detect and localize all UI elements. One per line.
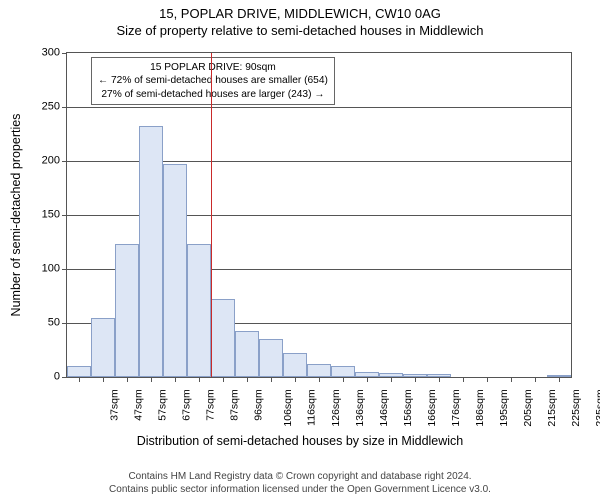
xtick-label: 67sqm xyxy=(181,389,192,421)
xtick-mark xyxy=(439,378,440,382)
title-address: 15, POPLAR DRIVE, MIDDLEWICH, CW10 0AG xyxy=(0,6,600,21)
xtick-mark xyxy=(487,378,488,382)
xtick-label: 176sqm xyxy=(451,389,462,426)
ytick-label: 200 xyxy=(26,156,60,167)
footer-attribution: Contains HM Land Registry data © Crown c… xyxy=(0,470,600,496)
xtick-mark xyxy=(223,378,224,382)
histogram-bar xyxy=(259,339,283,377)
xtick-mark xyxy=(391,378,392,382)
histogram-bar xyxy=(307,364,331,377)
xtick-mark xyxy=(319,378,320,382)
ytick-label: 50 xyxy=(26,318,60,329)
histogram-bar xyxy=(547,375,571,377)
xtick-label: 47sqm xyxy=(133,389,144,421)
footer-line2: Contains public sector information licen… xyxy=(0,483,600,496)
xtick-mark xyxy=(127,378,128,382)
ytick-label: 100 xyxy=(26,264,60,275)
y-axis-label: Number of semi-detached properties xyxy=(9,114,23,317)
histogram-bar xyxy=(139,126,163,377)
xtick-label: 186sqm xyxy=(475,389,486,426)
histogram-bar xyxy=(403,374,427,377)
xtick-mark xyxy=(271,378,272,382)
ytick-mark xyxy=(62,107,66,108)
xtick-label: 215sqm xyxy=(547,389,558,426)
xtick-mark xyxy=(103,378,104,382)
xtick-label: 136sqm xyxy=(355,389,366,426)
xtick-label: 146sqm xyxy=(379,389,390,426)
ytick-label: 0 xyxy=(26,372,60,383)
ytick-label: 150 xyxy=(26,210,60,221)
xtick-label: 96sqm xyxy=(253,389,264,421)
xtick-label: 235sqm xyxy=(595,389,600,426)
xtick-label: 116sqm xyxy=(306,389,317,426)
gridline xyxy=(67,107,571,108)
histogram-bar xyxy=(187,244,211,377)
xtick-mark xyxy=(247,378,248,382)
xtick-label: 166sqm xyxy=(427,389,438,426)
xtick-mark xyxy=(511,378,512,382)
ytick-mark xyxy=(62,323,66,324)
xtick-label: 37sqm xyxy=(109,389,120,421)
histogram-bar xyxy=(283,353,307,377)
histogram-bar xyxy=(67,366,91,377)
xtick-label: 156sqm xyxy=(403,389,414,426)
xtick-mark xyxy=(559,378,560,382)
histogram-bar xyxy=(379,373,403,377)
annotation-line2: ← 72% of semi-detached houses are smalle… xyxy=(98,74,328,87)
xtick-mark xyxy=(367,378,368,382)
xtick-label: 225sqm xyxy=(571,389,582,426)
xtick-label: 77sqm xyxy=(205,389,216,421)
xtick-label: 205sqm xyxy=(523,389,534,426)
ytick-mark xyxy=(62,161,66,162)
xtick-mark xyxy=(199,378,200,382)
xtick-label: 57sqm xyxy=(157,389,168,421)
histogram-bar xyxy=(115,244,139,377)
xtick-mark xyxy=(415,378,416,382)
x-axis-label: Distribution of semi-detached houses by … xyxy=(0,434,600,448)
footer-line1: Contains HM Land Registry data © Crown c… xyxy=(0,470,600,483)
xtick-mark xyxy=(151,378,152,382)
xtick-label: 195sqm xyxy=(499,389,510,426)
annotation-box: 15 POPLAR DRIVE: 90sqm ← 72% of semi-det… xyxy=(91,57,335,105)
xtick-label: 87sqm xyxy=(229,389,240,421)
ytick-mark xyxy=(62,269,66,270)
ytick-label: 250 xyxy=(26,102,60,113)
histogram-bar xyxy=(91,318,115,377)
chart-container: 15, POPLAR DRIVE, MIDDLEWICH, CW10 0AG S… xyxy=(0,0,600,500)
ytick-mark xyxy=(62,377,66,378)
xtick-label: 106sqm xyxy=(283,389,294,426)
xtick-label: 126sqm xyxy=(331,389,342,426)
title-subtitle: Size of property relative to semi-detach… xyxy=(0,23,600,38)
histogram-bar xyxy=(163,164,187,377)
histogram-bar xyxy=(235,331,259,377)
ytick-mark xyxy=(62,53,66,54)
xtick-mark xyxy=(463,378,464,382)
xtick-mark xyxy=(79,378,80,382)
xtick-mark xyxy=(343,378,344,382)
title-block: 15, POPLAR DRIVE, MIDDLEWICH, CW10 0AG S… xyxy=(0,0,600,38)
xtick-mark xyxy=(535,378,536,382)
ytick-mark xyxy=(62,215,66,216)
xtick-mark xyxy=(295,378,296,382)
histogram-bar xyxy=(211,299,235,377)
histogram-bar xyxy=(331,366,355,377)
annotation-line1: 15 POPLAR DRIVE: 90sqm xyxy=(98,61,328,74)
plot-area: 15 POPLAR DRIVE: 90sqm ← 72% of semi-det… xyxy=(66,52,572,378)
annotation-line3: 27% of semi-detached houses are larger (… xyxy=(98,88,328,101)
histogram-bar xyxy=(427,374,451,377)
ytick-label: 300 xyxy=(26,48,60,59)
reference-line xyxy=(211,53,212,377)
xtick-mark xyxy=(175,378,176,382)
histogram-bar xyxy=(355,372,379,377)
